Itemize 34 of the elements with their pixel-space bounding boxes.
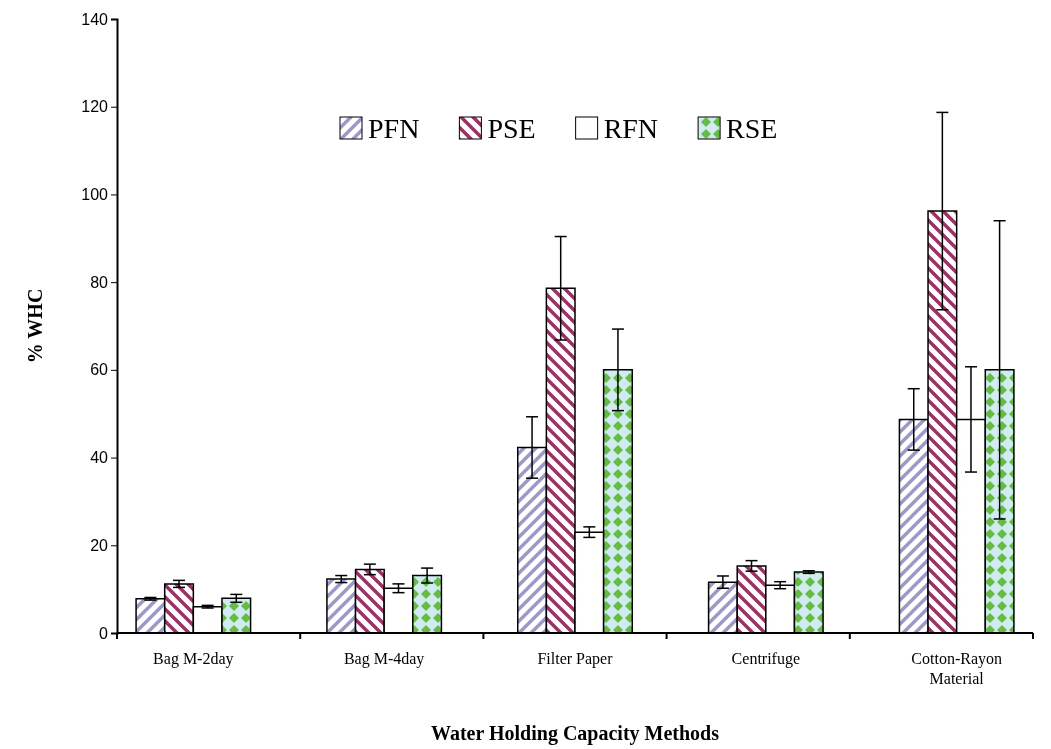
x-tick-label: Filter Paper [537, 650, 614, 668]
legend-label: PFN [368, 113, 420, 144]
legend-label: RSE [726, 113, 778, 144]
bar [927, 210, 958, 634]
bar [602, 369, 633, 634]
y-tick-label: 20 [90, 536, 109, 554]
bar [412, 574, 443, 634]
legend-label: RFN [603, 113, 659, 144]
y-tick-label: 80 [90, 273, 109, 291]
x-tick-label: Cotton-Rayon Material [911, 650, 1002, 687]
bar [545, 287, 576, 634]
bar [736, 565, 767, 634]
bar [793, 571, 824, 634]
y-axis-title: % WHC [24, 288, 46, 364]
y-tick-label: 0 [99, 624, 109, 642]
y-tick-label: 40 [90, 449, 109, 467]
bar [517, 446, 548, 634]
bar [354, 568, 385, 634]
y-tick-label: 60 [90, 361, 109, 379]
y-tick-label: 140 [81, 10, 109, 28]
bar [221, 597, 252, 634]
bar [135, 598, 166, 634]
x-tick-label: Bag M-2day [153, 650, 234, 668]
y-tick-label: 120 [81, 98, 109, 116]
y-tick-label: 100 [81, 186, 109, 204]
bar [707, 581, 738, 634]
bar [984, 369, 1015, 634]
bar [163, 583, 195, 634]
x-tick-label: Centrifuge [731, 650, 801, 668]
bar [326, 578, 357, 634]
x-tick-label: Bag M-4day [343, 650, 425, 668]
legend-label: PSE [487, 113, 536, 144]
x-axis-title: Water Holding Capacity Methods [431, 722, 720, 745]
bar [898, 418, 929, 634]
